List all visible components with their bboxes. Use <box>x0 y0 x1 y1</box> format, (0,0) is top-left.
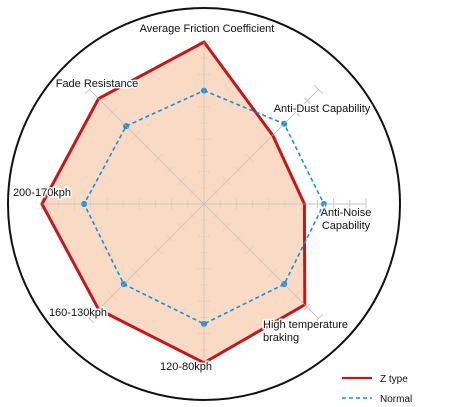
axis-label: 160-130kph <box>49 307 107 319</box>
axis-label: Fade Resistance <box>56 78 139 90</box>
legend-label: Normal <box>380 394 412 405</box>
axis-label: 200-170kph <box>13 187 71 199</box>
axis-spoke-overlay <box>203 89 319 205</box>
legend-label: Z type <box>380 374 408 385</box>
axis-label: 120-80kph <box>160 361 212 373</box>
legend-box <box>332 364 450 407</box>
axis-spoke-overlay <box>89 203 205 319</box>
axis-label: Anti-Noise Capability <box>321 207 372 232</box>
legend: Z type Normal <box>342 374 412 405</box>
axis-spoke-overlay <box>203 203 319 319</box>
radar-series <box>40 40 366 366</box>
axis-spoke-overlay <box>89 89 205 205</box>
axis-labels: Average Friction Coefficient Anti-Dust Ca… <box>11 22 372 375</box>
axis-label: Anti-Dust Capability <box>274 103 371 115</box>
axis-label: Average Friction Coefficient <box>140 23 275 35</box>
axis-label: High temperature braking <box>263 319 348 344</box>
